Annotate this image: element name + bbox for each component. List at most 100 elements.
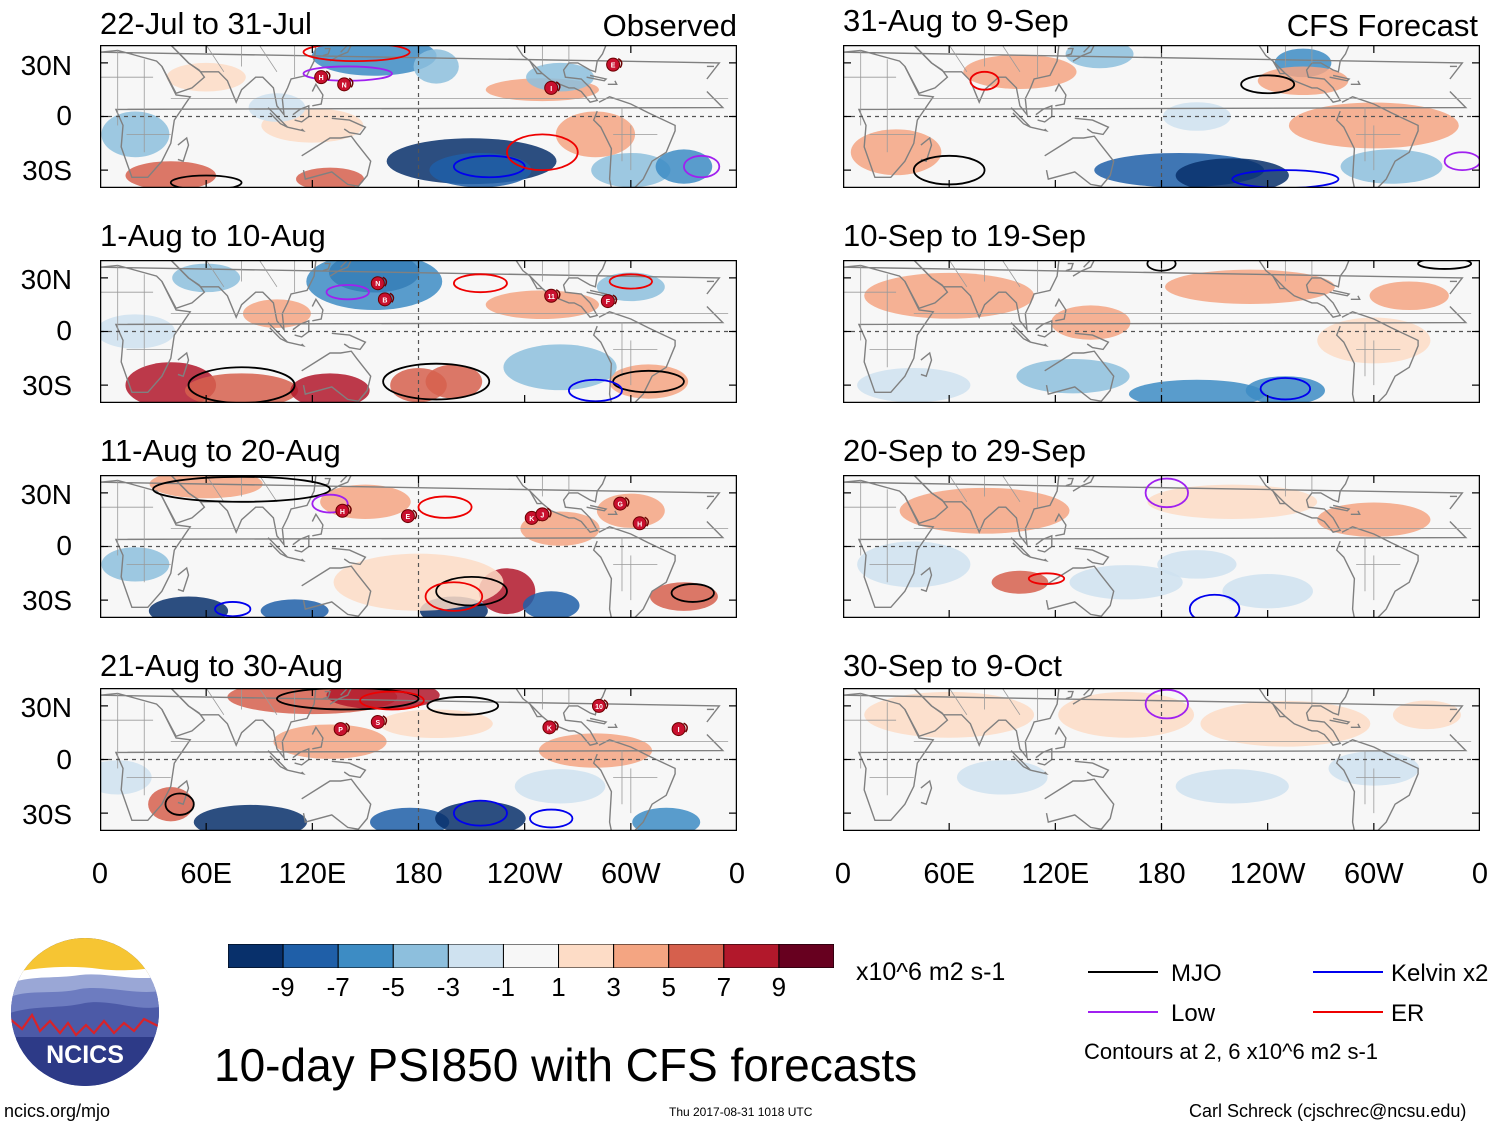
storm-label: I [550, 86, 552, 93]
colorbar-tick-label: 7 [716, 972, 732, 1002]
legend-label-er: ER [1391, 1000, 1425, 1027]
storm-marker: B [377, 292, 395, 307]
storm-label: N [342, 82, 347, 89]
ylabel-30s-p3: 30S [22, 585, 72, 616]
ylabel-0-p3: 0 [56, 530, 72, 561]
panel-title-8: 30-Sep to 9-Oct [843, 648, 1062, 683]
colorbar-tick-label: -3 [436, 972, 460, 1002]
map-panel-6 [843, 260, 1480, 403]
colorbar-labels: -9 -7 -5 -3 -1 1 3 5 7 9 [228, 974, 834, 1002]
footer-author: Carl Schreck (cjschrec@ncsu.edu) [1189, 1101, 1467, 1121]
storm-marker: G [613, 496, 630, 511]
colorbar-swatch [723, 944, 780, 968]
storm-label: H [319, 75, 324, 82]
contour-note: Contours at 2, 6 x10^6 m2 s-1 [1084, 1039, 1379, 1064]
ncics-logo: NCICS [11, 938, 159, 1086]
storm-marker: E [400, 509, 418, 524]
colorbar-tick-label: -7 [326, 972, 350, 1002]
colorbar-swatch [558, 944, 615, 968]
legend-label-low: Low [1171, 1000, 1216, 1027]
xlabel: 180 [1137, 858, 1186, 890]
legend-swatch-low [1088, 1011, 1158, 1013]
storm-marker: J [535, 507, 552, 522]
map-panel-8 [843, 688, 1480, 831]
xlabel: 120E [1021, 858, 1090, 890]
storm-marker: H [335, 503, 352, 518]
colorbar [228, 944, 834, 968]
storm-marker: N [370, 276, 388, 291]
storm-label: H [637, 521, 642, 528]
main-title: 10-day PSI850 with CFS forecasts [214, 1039, 918, 1091]
colorbar-swatch [502, 944, 560, 968]
xlabel: 0 [91, 858, 109, 890]
panel-title-7: 20-Sep to 29-Sep [843, 433, 1087, 468]
xlabel: 0 [728, 858, 746, 890]
colorbar-swatch [228, 944, 284, 968]
colorbar-swatch [613, 944, 670, 968]
panel-title-5: 31-Aug to 9-Sep [843, 3, 1069, 38]
storm-marker: F [600, 294, 618, 309]
map-panel-5 [843, 45, 1480, 188]
map-panel-7 [843, 475, 1480, 618]
storm-marker: H [632, 516, 650, 531]
storm-label: E [611, 63, 616, 70]
colorbar-tick-label: -9 [271, 972, 295, 1002]
storm-marker: 11 [544, 288, 561, 303]
map-panel-3: H E KJ G H [100, 475, 737, 618]
x-axis-right: 0 60E 120E 180 120W 60W 0 [835, 858, 1488, 892]
map-panel-2: N B 11 F [100, 260, 737, 403]
ylabel-30s-p4: 30S [22, 799, 72, 830]
legend: MJO Kelvin x2 Low ER [1088, 960, 1498, 1026]
legend-label-mjo: MJO [1171, 960, 1222, 987]
xlabel: 0 [1471, 858, 1489, 890]
storm-label: F [606, 299, 611, 306]
xlabel: 120E [278, 858, 347, 890]
colorbar-tick-label: 9 [771, 972, 787, 1002]
colorbar-swatch [447, 944, 504, 968]
ylabel-30n-p3: 30N [20, 479, 72, 510]
observed-label: Observed [602, 8, 737, 43]
logo-text: NCICS [46, 1041, 124, 1069]
ylabel-30s-p2: 30S [22, 370, 72, 401]
colorbar-swatch [668, 944, 725, 968]
colorbar-tick-label: 1 [551, 972, 566, 1002]
xlabel: 120W [486, 858, 563, 890]
xlabel: 60W [601, 858, 661, 890]
legend-swatch-kelvin [1313, 971, 1383, 973]
storm-label: K [547, 725, 552, 732]
colorbar-swatch [778, 944, 834, 968]
storm-label: H [340, 509, 345, 516]
storm-marker: N [337, 77, 354, 92]
xlabel: 60E [923, 858, 975, 890]
footer-url[interactable]: ncics.org/mjo [4, 1101, 111, 1121]
storm-label: P [338, 727, 343, 734]
storm-marker: H [314, 70, 331, 85]
storm-label: K [529, 516, 534, 523]
colorbar-swatch [337, 944, 394, 968]
xlabel: 120W [1229, 858, 1306, 890]
ylabel-0-p1: 0 [56, 100, 72, 131]
storm-marker: S [370, 714, 388, 729]
storm-label: I [678, 727, 680, 734]
storm-marker: I [671, 722, 688, 737]
storm-marker: 10 [591, 698, 609, 713]
cfs-forecast-label: CFS Forecast [1286, 8, 1478, 43]
ylabel-0-p4: 0 [56, 744, 72, 775]
colorbar-tick-label: -1 [491, 972, 516, 1002]
storm-marker: P [333, 722, 350, 737]
ylabel-30s-p1: 30S [22, 155, 72, 186]
storm-marker: I [544, 80, 561, 95]
ylabel-30n-p4: 30N [20, 692, 72, 723]
storm-label: 11 [548, 294, 556, 301]
ylabel-30n-p2: 30N [20, 264, 72, 295]
colorbar-units: x10^6 m2 s-1 [856, 958, 1006, 986]
ylabel-30n-p1: 30N [20, 50, 72, 81]
legend-label-kelvin: Kelvin x2 [1391, 960, 1489, 987]
storm-label: E [406, 514, 411, 521]
legend-swatch-mjo [1088, 971, 1158, 973]
panel-title-1: 22-Jul to 31-Jul [100, 6, 312, 41]
storm-label: N [375, 281, 380, 288]
panel-title-6: 10-Sep to 19-Sep [843, 218, 1087, 253]
panel-title-2: 1-Aug to 10-Aug [100, 218, 326, 253]
xlabel: 60W [1344, 858, 1404, 890]
